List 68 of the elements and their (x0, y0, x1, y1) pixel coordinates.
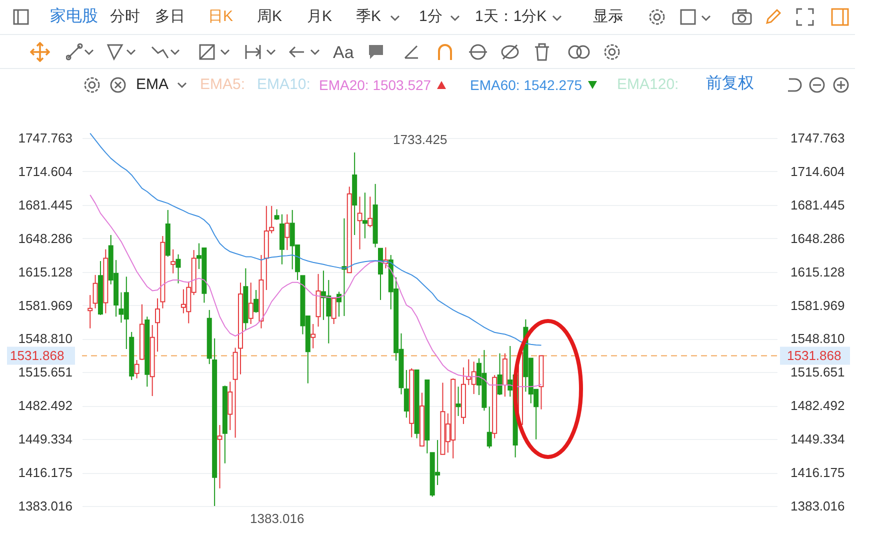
text: 多日 (155, 8, 185, 26)
candlestick (404, 370, 409, 418)
text: 分时 (110, 8, 140, 26)
line-series (90, 132, 542, 346)
candlestick (228, 381, 233, 431)
y2-tick-label: 1383.016 (790, 498, 845, 514)
y-tick-label: 1449.334 (18, 432, 72, 447)
y2-tick-label: 1747.763 (790, 130, 845, 146)
y2-tick-label: 1581.969 (790, 298, 845, 313)
candlestick (248, 282, 254, 324)
ref-line-label: 1531.868 (787, 348, 842, 363)
candlestick (155, 298, 160, 352)
text: 家电股 (50, 8, 98, 26)
candlestick (170, 248, 176, 274)
text: 1383.016 (250, 510, 304, 528)
text: EMA10: (257, 76, 310, 94)
y2-tick-label: 1416.175 (790, 465, 845, 480)
candlestick (362, 192, 368, 239)
annotation: 1733.425 (393, 131, 448, 149)
candlestick (254, 289, 259, 314)
text: 显示 (593, 8, 623, 26)
text: EMA5: (200, 76, 246, 94)
y2-tick-label: 1449.334 (790, 432, 845, 447)
candlestick (331, 296, 336, 324)
candlestick (217, 424, 222, 489)
candlestick (284, 214, 290, 251)
candlestick (497, 352, 502, 396)
candlestick (357, 196, 362, 250)
text: 前复权 (706, 75, 754, 93)
candlestick (92, 274, 98, 309)
candlestick (176, 254, 181, 284)
text: 季K (356, 8, 382, 26)
y-tick-label: 1648.286 (18, 230, 72, 246)
candlestick (456, 386, 461, 417)
candlestick (274, 208, 280, 220)
y2-tick-label: 1681.445 (790, 197, 845, 212)
candlestick (134, 360, 140, 379)
y2-tick-label: 1515.651 (790, 364, 845, 380)
y2-tick-label: 1615.128 (790, 264, 845, 280)
text: Aa (333, 43, 354, 62)
text: 日K (208, 8, 234, 26)
text: 月K (307, 8, 332, 26)
text: EMA (136, 76, 169, 94)
candlestick (88, 294, 93, 329)
text: EMA20: 1503.527 (319, 76, 432, 94)
text: 1531.868 (10, 348, 64, 363)
text: EMA60: 1542.275 (470, 76, 582, 94)
text: 周K (257, 8, 282, 26)
y-tick-label: 1615.128 (18, 264, 72, 280)
y2-tick-label: 1548.810 (790, 331, 845, 346)
y-tick-label: 1548.810 (18, 331, 72, 346)
candlestick (486, 406, 492, 449)
y-tick-label: 1416.175 (18, 465, 72, 480)
y-tick-label: 1515.651 (18, 364, 72, 380)
y-tick-label: 1681.445 (18, 197, 72, 212)
text: 1分 (419, 8, 442, 26)
y-tick-label: 1482.492 (18, 398, 72, 414)
y2-tick-label: 1648.286 (790, 230, 845, 246)
y2-tick-label: 1714.604 (790, 164, 845, 179)
candlestick (310, 323, 316, 349)
text: EMA120: (617, 76, 679, 94)
text: 1天：1分K (475, 8, 547, 26)
y-tick-label: 1747.763 (18, 130, 72, 146)
y-tick-label: 1383.016 (18, 498, 72, 514)
y-tick-label: 1581.969 (18, 298, 72, 313)
y-tick-label: 1714.604 (18, 164, 72, 179)
candlestick (368, 196, 373, 228)
y2-tick-label: 1482.492 (790, 398, 845, 414)
